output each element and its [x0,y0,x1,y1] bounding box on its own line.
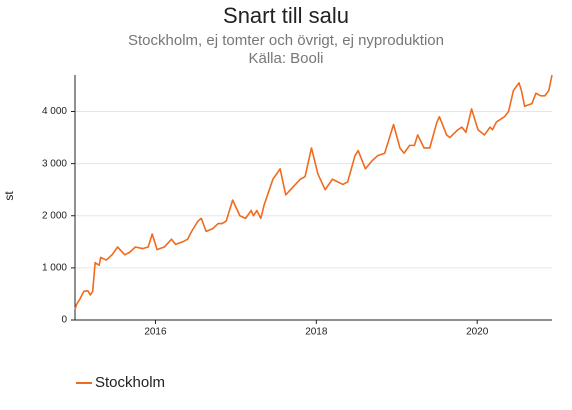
chart-title: Snart till salu [223,3,349,28]
y-tick-label: 4 000 [42,106,67,117]
y-tick-label: 1 000 [42,263,67,274]
y-tick-label: 3 000 [42,158,67,169]
y-tick-label: 0 [61,315,67,326]
x-tick-label: 2016 [144,327,167,338]
x-tick-label: 2020 [466,327,489,338]
y-tick-label: 2 000 [42,210,67,221]
chart-source: Källa: Booli [248,50,323,67]
series-line [74,74,553,310]
legend-label: Stockholm [95,374,165,391]
chart-subtitle: Stockholm, ej tomter och övrigt, ej nypr… [128,32,444,49]
y-axis-label: st [2,191,16,201]
x-tick-label: 2018 [305,327,328,338]
